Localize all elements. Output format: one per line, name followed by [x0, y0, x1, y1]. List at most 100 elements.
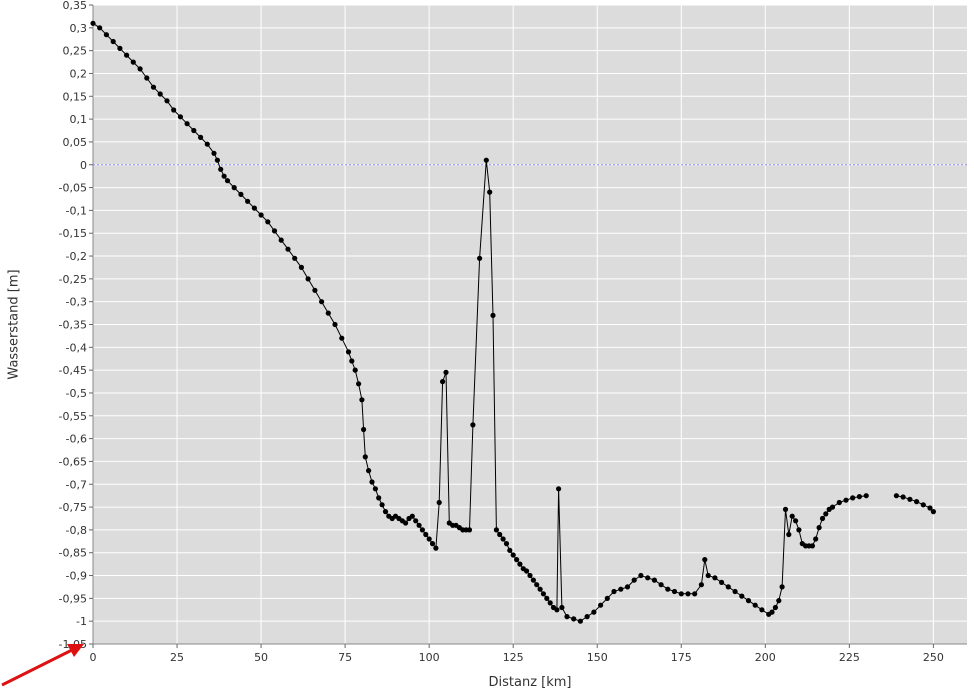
y-tick-label: -0,3	[66, 296, 87, 309]
data-point	[692, 591, 698, 597]
data-point	[789, 513, 795, 519]
data-point	[198, 134, 204, 140]
data-point	[204, 141, 210, 147]
data-point	[372, 486, 378, 492]
data-point	[218, 166, 224, 172]
data-point	[97, 25, 103, 31]
series-line-segment	[92, 22, 867, 622]
data-point	[359, 397, 365, 403]
x-tick-label: 150	[587, 651, 608, 664]
data-point	[530, 577, 537, 583]
y-tick-label: -0,25	[59, 273, 87, 286]
arrow-head	[67, 644, 84, 657]
y-tick-label: -0,95	[59, 592, 87, 605]
y-tick-label: -0,55	[59, 410, 87, 423]
data-point	[164, 98, 170, 104]
data-point	[171, 107, 177, 113]
data-point	[245, 198, 251, 204]
data-point	[843, 497, 849, 503]
data-point	[443, 369, 449, 375]
y-axis-title: Wasserstand [m]	[7, 269, 22, 379]
data-point	[829, 504, 836, 510]
data-point	[809, 543, 816, 549]
data-point	[813, 536, 819, 542]
x-axis-ticks: 0 25 50 75 100 125 150 175 200 225 250	[90, 644, 944, 664]
x-tick-label: 25	[170, 651, 184, 664]
data-point	[769, 609, 775, 615]
data-point	[893, 493, 900, 499]
data-point	[796, 527, 802, 533]
data-point	[927, 505, 933, 511]
y-tick-label: -0,35	[59, 319, 87, 332]
data-point	[325, 310, 331, 316]
data-point	[850, 495, 856, 501]
data-point	[214, 157, 220, 163]
data-point	[534, 582, 540, 588]
data-point	[379, 502, 385, 508]
data-point	[487, 189, 493, 195]
data-point	[319, 299, 325, 305]
data-point	[930, 509, 937, 515]
y-tick-label: -0,65	[59, 455, 87, 468]
data-point	[645, 575, 651, 581]
data-point	[117, 45, 123, 52]
x-tick-label: 175	[671, 651, 692, 664]
data-point	[423, 531, 429, 538]
data-point	[150, 84, 157, 90]
y-tick-label: 0,25	[63, 45, 88, 58]
x-tick-label: 50	[254, 651, 268, 664]
data-point	[772, 604, 779, 611]
data-point	[403, 520, 409, 526]
data-point	[554, 607, 560, 613]
y-tick-label: -0,7	[66, 478, 87, 491]
data-point	[900, 494, 906, 500]
x-tick-label: 0	[90, 651, 97, 664]
data-point	[863, 493, 869, 499]
data-point	[547, 600, 553, 606]
data-point	[231, 185, 237, 191]
data-point	[759, 607, 765, 613]
data-point	[631, 577, 637, 583]
data-point	[429, 541, 436, 547]
x-tick-label: 100	[419, 651, 440, 664]
data-point	[312, 287, 318, 293]
y-tick-label: -0,1	[66, 204, 87, 217]
data-point	[584, 614, 590, 620]
y-tick-label: -0,15	[59, 227, 87, 240]
data-point	[497, 531, 503, 538]
data-point	[349, 358, 355, 364]
x-axis-title: Distanz [km]	[489, 675, 572, 690]
y-tick-label: -0,5	[66, 387, 87, 400]
y-tick-label: 0,1	[70, 113, 88, 126]
data-point	[416, 522, 422, 528]
grid	[92, 4, 967, 645]
data-point	[732, 588, 738, 595]
data-point	[685, 591, 691, 597]
data-point	[362, 454, 368, 460]
y-tick-label: 0,15	[63, 90, 88, 103]
data-point	[409, 513, 415, 519]
data-point	[510, 552, 516, 558]
data-point	[130, 59, 136, 65]
data-point	[678, 591, 684, 597]
data-point	[339, 335, 345, 341]
data-point	[725, 584, 731, 590]
data-point	[739, 593, 745, 599]
data-point	[782, 506, 789, 512]
data-point	[369, 479, 375, 485]
data-point	[436, 499, 442, 506]
y-tick-label: -0,45	[59, 364, 87, 377]
data-point	[712, 575, 718, 581]
data-point	[221, 173, 227, 179]
data-point	[285, 246, 291, 252]
data-point	[618, 586, 624, 592]
y-tick-label: 0,05	[63, 136, 88, 149]
data-point	[598, 602, 604, 608]
data-point	[382, 509, 389, 515]
data-point	[503, 541, 510, 547]
x-tick-label: 125	[503, 651, 524, 664]
data-point	[144, 75, 150, 81]
data-point	[786, 531, 792, 538]
y-tick-label: -0,6	[66, 433, 87, 446]
